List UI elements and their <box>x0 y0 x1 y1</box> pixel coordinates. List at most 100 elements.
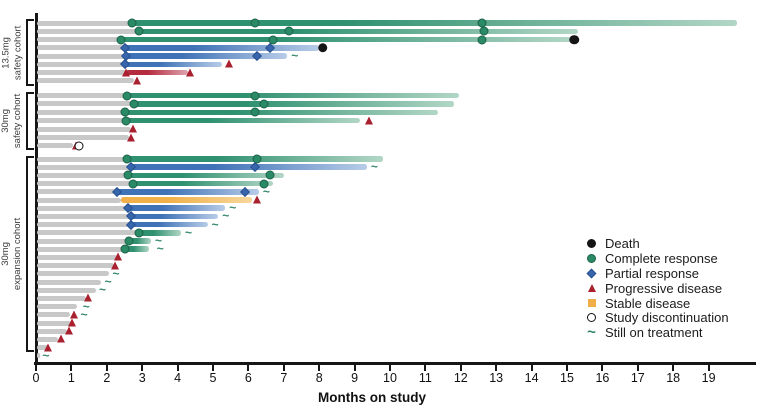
legend-label: Stable disease <box>605 295 691 311</box>
x-axis-tick <box>672 365 675 371</box>
patient-bar-pretreatment <box>37 238 130 244</box>
patient-bar-pretreatment <box>37 143 74 149</box>
x-axis-tick-label: 7 <box>280 371 288 385</box>
progressive-disease-icon <box>132 76 141 85</box>
patient-bar-response <box>130 221 208 228</box>
progressive-disease-icon <box>126 133 135 142</box>
progressive-disease-icon <box>70 310 79 319</box>
legend-marker <box>584 299 599 307</box>
still-on-treatment-icon: ~ <box>262 184 270 199</box>
complete-response-icon <box>134 228 144 238</box>
patient-bar-response <box>138 230 182 236</box>
patient-bar-response <box>120 197 252 203</box>
patient-bar-pretreatment <box>37 304 78 310</box>
patient-bar-pretreatment <box>37 45 125 51</box>
still-on-treatment-icon: ~ <box>156 241 164 256</box>
patient-bar-pretreatment <box>37 20 132 26</box>
y-axis-line <box>34 13 38 364</box>
study-discontinuation-icon <box>74 141 84 151</box>
patient-bar-pretreatment <box>37 78 134 84</box>
patient-bar-pretreatment <box>37 53 127 59</box>
legend-marker <box>584 284 599 293</box>
complete-response-icon <box>268 35 278 44</box>
patient-bar-response <box>126 117 360 124</box>
legend-label: Partial response <box>605 265 699 281</box>
cohort-label-line: 30mg <box>0 242 12 266</box>
x-axis-tick <box>424 365 427 371</box>
complete-response-icon <box>250 107 260 117</box>
complete-response-icon <box>121 116 131 126</box>
complete-response-icon <box>259 99 269 109</box>
patient-bar-pretreatment <box>37 287 97 293</box>
patient-bar-pretreatment <box>37 109 125 115</box>
progressive-disease-icon <box>364 116 373 125</box>
complete-response-icon <box>120 244 129 254</box>
progressive-disease-icon <box>122 68 131 77</box>
legend-item: Stable disease <box>584 296 729 311</box>
patient-bar-pretreatment <box>37 279 101 285</box>
x-axis-tick <box>495 365 498 371</box>
legend-item: ~ Still on treatment <box>584 325 729 340</box>
x-axis-line <box>34 362 756 365</box>
x-axis-tick <box>389 365 391 371</box>
x-axis-tick <box>212 365 214 371</box>
patient-bar-pretreatment <box>37 189 118 195</box>
patient-bar-pretreatment <box>37 230 139 236</box>
legend-marker <box>584 238 599 249</box>
patient-bar-pretreatment <box>37 205 129 211</box>
x-axis-tick-label: 11 <box>418 371 432 385</box>
legend-item: Study discontinuation <box>584 310 729 325</box>
x-axis-tick <box>141 365 144 371</box>
x-axis-tick-label: 13 <box>489 371 504 385</box>
cohort-label: 30mg safety cohort <box>0 92 24 150</box>
patient-bar-response <box>124 246 150 252</box>
patient-bar-pretreatment <box>37 118 127 124</box>
legend: Death Complete response Partial response Pr… <box>584 236 729 340</box>
patient-bar-pretreatment <box>37 353 41 359</box>
patient-bar-pretreatment <box>37 295 86 301</box>
x-axis-title: Months on study <box>318 390 426 405</box>
progressive-disease-icon <box>64 326 73 335</box>
x-axis-tick <box>459 365 462 371</box>
patient-bar-pretreatment <box>37 328 68 334</box>
cohort-label-line: 13.5mg <box>0 36 12 69</box>
still-on-treatment-icon: ~ <box>291 48 299 63</box>
complete-response-icon <box>284 26 294 36</box>
legend-marker <box>584 268 599 279</box>
x-axis-tick <box>35 365 37 371</box>
complete-response-icon <box>259 179 269 189</box>
patient-bar-pretreatment <box>37 61 125 67</box>
complete-response-icon <box>116 35 126 44</box>
patient-bar-response <box>124 45 320 51</box>
patient-bar-pretreatment <box>37 312 70 318</box>
x-axis-tick <box>70 365 73 371</box>
legend-marker <box>584 313 599 323</box>
patient-bar-response <box>117 189 259 195</box>
x-axis-tick <box>636 365 639 371</box>
study-discontinuation-icon <box>587 313 596 323</box>
x-axis-tick-label: 18 <box>666 371 681 385</box>
patient-bar-response <box>128 172 284 179</box>
patient-bar-response <box>126 69 189 76</box>
x-axis-tick-label: 9 <box>351 371 359 385</box>
death-icon <box>586 238 597 249</box>
patient-bar-pretreatment <box>37 345 50 351</box>
legend-item: Progressive disease <box>584 281 729 296</box>
legend-item: Complete response <box>584 251 729 266</box>
x-axis-tick-label: 8 <box>315 371 323 385</box>
patient-bar-pretreatment <box>37 320 71 326</box>
progressive-disease-icon <box>44 343 53 352</box>
legend-label: Still on treatment <box>605 325 703 341</box>
x-axis-tick <box>566 365 568 371</box>
complete-response-icon <box>477 35 487 44</box>
progressive-disease-icon <box>185 68 194 77</box>
complete-response-icon <box>265 170 275 180</box>
progressive-disease-icon <box>84 293 93 302</box>
progressive-disease-icon <box>224 59 233 68</box>
still-on-treatment-icon: ~ <box>222 208 230 223</box>
x-axis-tick-label: 10 <box>383 371 397 385</box>
legend-label: Study discontinuation <box>605 310 729 326</box>
patient-bar-pretreatment <box>37 135 129 140</box>
progressive-disease-icon <box>68 318 77 327</box>
